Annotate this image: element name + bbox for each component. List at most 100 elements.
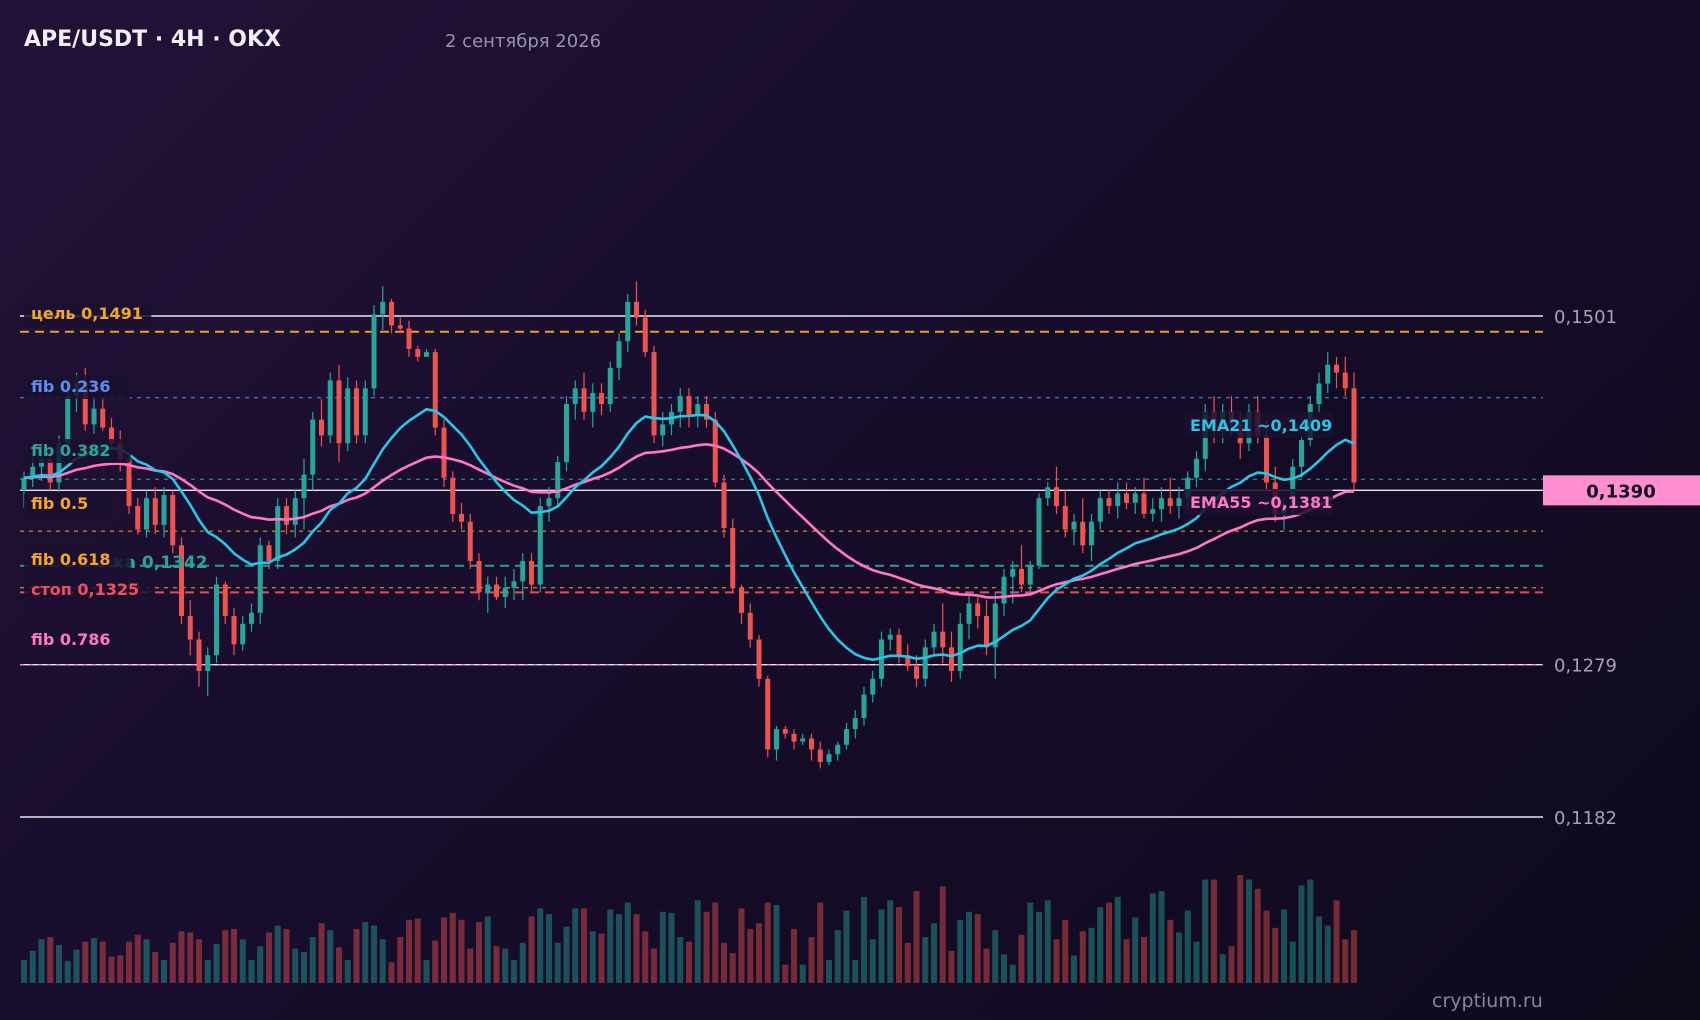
candle-body	[1299, 440, 1304, 467]
candle-body	[774, 729, 779, 750]
candle	[214, 576, 219, 664]
volume-bar	[406, 919, 412, 983]
volume-bar	[1141, 937, 1147, 983]
candle	[266, 540, 272, 569]
volume-bar	[677, 937, 684, 983]
candle-body	[1185, 477, 1191, 499]
current-price-badge	[1543, 475, 1700, 506]
volume-bar	[598, 933, 605, 983]
candle	[922, 639, 928, 687]
candle-body	[222, 584, 228, 616]
volume-bar	[1237, 875, 1244, 983]
candle	[205, 647, 211, 697]
candle	[669, 403, 674, 436]
candle-body	[249, 612, 254, 624]
volume-bar	[1149, 893, 1156, 983]
ema-label-bg	[1183, 412, 1333, 438]
volume-bar	[327, 930, 334, 983]
candle-body	[91, 408, 97, 425]
candle	[1080, 498, 1086, 554]
volume-bar	[808, 937, 815, 983]
candle	[1036, 493, 1042, 569]
volume-bar	[204, 960, 211, 983]
candle	[1027, 561, 1033, 593]
candle	[380, 286, 386, 331]
volume-bar	[38, 939, 45, 983]
candle	[1325, 352, 1331, 393]
volume-bar	[169, 942, 176, 983]
volume-bar	[1254, 888, 1261, 983]
candle	[424, 348, 429, 357]
candle-body	[345, 388, 351, 444]
y-tick-label: 0,1182	[1554, 808, 1617, 829]
level-label-fib_0382: fib 0.382	[31, 441, 111, 460]
candle	[782, 725, 788, 739]
level-label-fib_0236: fib 0.236	[31, 377, 111, 396]
volume-bar	[1114, 896, 1121, 983]
volume-bar	[694, 900, 701, 983]
candle-body	[966, 603, 972, 624]
candle-body	[1019, 568, 1024, 585]
candle	[1115, 482, 1121, 519]
candle	[607, 361, 613, 412]
candle-body	[835, 744, 841, 755]
candle-body	[975, 603, 981, 616]
volume-bar	[213, 943, 220, 983]
volume-bar	[388, 962, 395, 983]
candle	[712, 411, 718, 488]
candle	[660, 411, 666, 447]
volume-bar	[834, 930, 841, 983]
volume-bar	[231, 929, 237, 983]
candle	[1141, 477, 1147, 519]
candle-body	[747, 612, 753, 640]
candle	[739, 584, 744, 624]
volume-bar	[773, 904, 780, 983]
candle-body	[257, 545, 263, 613]
volume-bar	[1202, 879, 1209, 983]
volume-bar	[467, 948, 474, 983]
candle	[555, 455, 561, 507]
candle	[1089, 513, 1094, 562]
volume-bar	[178, 931, 185, 983]
candle-body	[712, 419, 718, 483]
candle	[284, 498, 289, 535]
candle	[476, 553, 482, 601]
volume-bar	[1193, 941, 1200, 983]
volume-bar	[1106, 902, 1112, 983]
candle-body	[887, 634, 893, 640]
volume-bar	[563, 926, 570, 983]
candle	[756, 634, 762, 687]
candle	[651, 345, 657, 444]
volume-bar	[1219, 954, 1226, 983]
candle-body	[1194, 458, 1199, 478]
volume-bar	[1158, 891, 1165, 983]
volume-bar	[423, 960, 430, 983]
volume-bar	[1123, 939, 1130, 983]
candle	[677, 388, 683, 428]
candle	[1097, 490, 1103, 530]
volume-bar	[371, 925, 377, 983]
candle	[1071, 513, 1077, 546]
volume-bar	[1298, 885, 1305, 983]
volume-bar	[318, 923, 325, 983]
volume-bar	[1044, 900, 1051, 983]
volume-bar	[99, 941, 106, 983]
candle	[450, 471, 456, 522]
volume-bar	[852, 960, 859, 983]
volume-bar	[764, 902, 771, 983]
candle	[310, 411, 316, 491]
candle-body	[1334, 364, 1339, 373]
current-price-label: 0,1390	[1586, 481, 1655, 502]
candle	[301, 458, 307, 530]
volume-bar	[414, 918, 421, 983]
volume-bar	[668, 912, 675, 983]
volume-bar	[1009, 964, 1016, 983]
candle	[345, 377, 351, 452]
candle-body	[625, 301, 631, 342]
candle-body	[336, 380, 342, 444]
volume-bar	[633, 914, 640, 983]
volume-bar	[624, 902, 631, 983]
candle-body	[231, 615, 237, 645]
candle	[135, 498, 141, 535]
candle	[371, 305, 377, 397]
